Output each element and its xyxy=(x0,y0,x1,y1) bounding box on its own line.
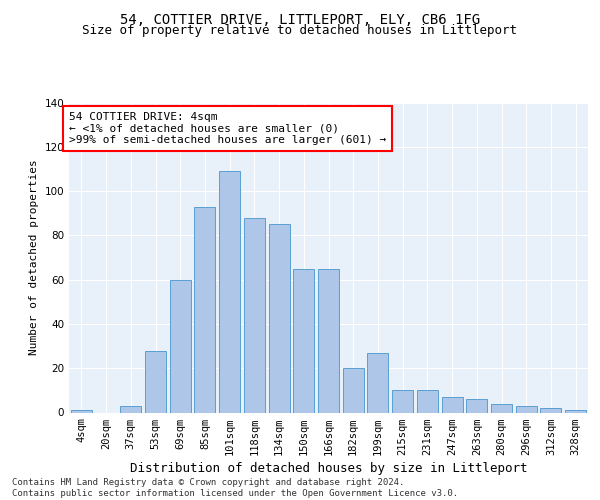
Bar xyxy=(145,350,166,412)
Bar xyxy=(367,352,388,412)
Bar xyxy=(219,171,240,412)
Bar xyxy=(466,399,487,412)
Bar xyxy=(392,390,413,412)
Text: 54 COTTIER DRIVE: 4sqm
← <1% of detached houses are smaller (0)
>99% of semi-det: 54 COTTIER DRIVE: 4sqm ← <1% of detached… xyxy=(69,112,386,145)
Bar xyxy=(318,268,339,412)
Text: Size of property relative to detached houses in Littleport: Size of property relative to detached ho… xyxy=(83,24,517,37)
X-axis label: Distribution of detached houses by size in Littleport: Distribution of detached houses by size … xyxy=(130,462,527,475)
Bar xyxy=(120,406,141,412)
Bar xyxy=(417,390,438,412)
Bar xyxy=(269,224,290,412)
Bar xyxy=(71,410,92,412)
Text: 54, COTTIER DRIVE, LITTLEPORT, ELY, CB6 1FG: 54, COTTIER DRIVE, LITTLEPORT, ELY, CB6 … xyxy=(120,12,480,26)
Bar xyxy=(170,280,191,412)
Bar xyxy=(541,408,562,412)
Bar xyxy=(516,406,537,412)
Bar xyxy=(244,218,265,412)
Bar xyxy=(343,368,364,412)
Bar xyxy=(293,268,314,412)
Bar xyxy=(491,404,512,412)
Bar xyxy=(442,397,463,412)
Bar xyxy=(565,410,586,412)
Text: Contains HM Land Registry data © Crown copyright and database right 2024.
Contai: Contains HM Land Registry data © Crown c… xyxy=(12,478,458,498)
Y-axis label: Number of detached properties: Number of detached properties xyxy=(29,160,39,356)
Bar xyxy=(194,206,215,412)
